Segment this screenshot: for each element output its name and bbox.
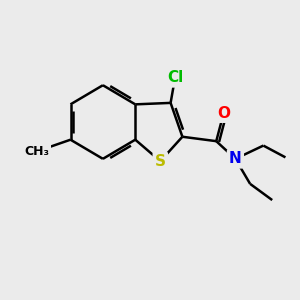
- Text: S: S: [155, 154, 166, 169]
- Text: O: O: [217, 106, 230, 121]
- Text: N: N: [229, 151, 242, 166]
- Text: Cl: Cl: [167, 70, 183, 86]
- Text: CH₃: CH₃: [24, 145, 49, 158]
